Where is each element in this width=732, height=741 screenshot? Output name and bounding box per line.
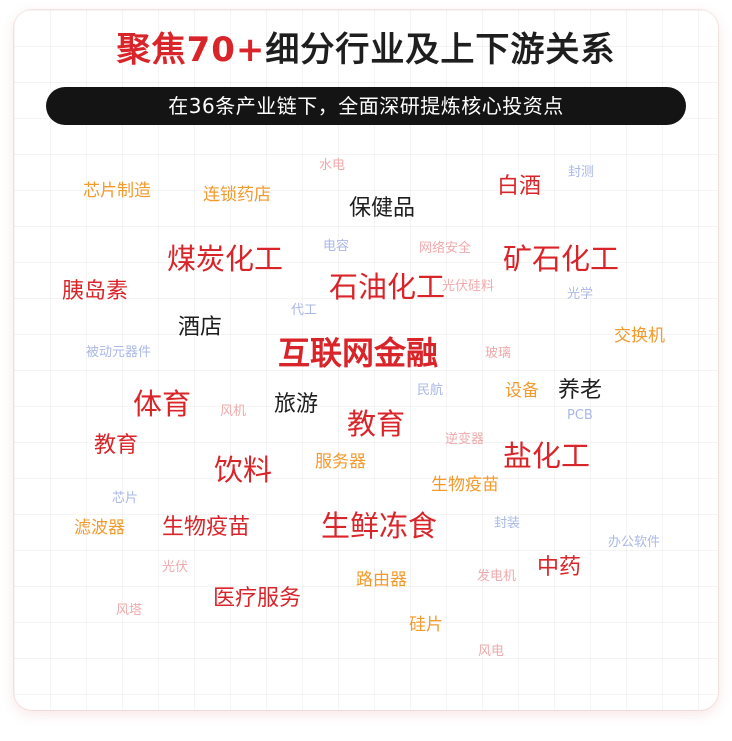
keyword: 封装 bbox=[494, 516, 521, 531]
keyword: 芯片 bbox=[112, 491, 139, 506]
keyword: 煤炭化工 bbox=[167, 242, 284, 276]
keyword: 体育 bbox=[133, 387, 192, 421]
keyword: PCB bbox=[567, 408, 593, 423]
keyword: 玻璃 bbox=[485, 346, 512, 361]
keyword: 石油化工 bbox=[329, 270, 446, 304]
keyword: 教育 bbox=[94, 433, 139, 458]
keyword: 网络安全 bbox=[419, 241, 472, 256]
keyword: 饮料 bbox=[214, 453, 273, 487]
keyword: 光学 bbox=[567, 287, 594, 302]
keyword: 盐化工 bbox=[503, 439, 591, 473]
page-title: 聚焦70+细分行业及上下游关系 bbox=[0, 30, 732, 70]
keyword: 设备 bbox=[505, 381, 539, 401]
keyword: 互联网金融 bbox=[278, 334, 439, 372]
keyword: 酒店 bbox=[178, 315, 223, 340]
keyword: 办公软件 bbox=[608, 535, 661, 550]
keyword: 白酒 bbox=[497, 174, 542, 199]
keyword: 风电 bbox=[478, 644, 505, 659]
keyword: 逆变器 bbox=[445, 432, 485, 447]
keyword: 路由器 bbox=[356, 570, 407, 590]
keyword: 光伏硅料 bbox=[442, 279, 495, 294]
keyword: 封测 bbox=[568, 165, 595, 180]
keyword: 代工 bbox=[291, 303, 318, 318]
keyword: 连锁药店 bbox=[203, 185, 271, 205]
keyword: 交换机 bbox=[614, 326, 665, 346]
title-highlight: 聚焦70+ bbox=[116, 30, 266, 70]
keyword-cloud-card bbox=[14, 10, 718, 710]
keyword: 滤波器 bbox=[74, 518, 125, 538]
keyword: 旅游 bbox=[274, 392, 319, 417]
keyword: 矿石化工 bbox=[503, 242, 620, 276]
keyword: 风机 bbox=[220, 404, 247, 419]
keyword: 发电机 bbox=[477, 569, 517, 584]
keyword: 教育 bbox=[347, 407, 406, 441]
keyword: 服务器 bbox=[315, 452, 366, 472]
keyword: 电容 bbox=[323, 239, 350, 254]
subtitle-banner: 在36条产业链下，全面深研提炼核心投资点 bbox=[46, 87, 686, 125]
keyword: 医疗服务 bbox=[213, 586, 302, 611]
keyword: 风塔 bbox=[116, 603, 143, 618]
keyword: 生鲜冻食 bbox=[321, 509, 438, 543]
title-rest: 细分行业及上下游关系 bbox=[265, 30, 616, 70]
keyword: 中药 bbox=[537, 555, 582, 580]
keyword: 胰岛素 bbox=[62, 279, 129, 304]
keyword: 养老 bbox=[558, 378, 603, 403]
keyword: 芯片制造 bbox=[83, 181, 151, 201]
keyword: 生物疫苗 bbox=[431, 475, 499, 495]
keyword: 硅片 bbox=[409, 615, 443, 635]
keyword: 光伏 bbox=[162, 560, 189, 575]
keyword: 水电 bbox=[319, 158, 346, 173]
keyword: 民航 bbox=[417, 383, 444, 398]
keyword: 生物疫苗 bbox=[162, 515, 251, 540]
keyword: 保健品 bbox=[349, 196, 416, 221]
keyword: 被动元器件 bbox=[86, 345, 152, 360]
